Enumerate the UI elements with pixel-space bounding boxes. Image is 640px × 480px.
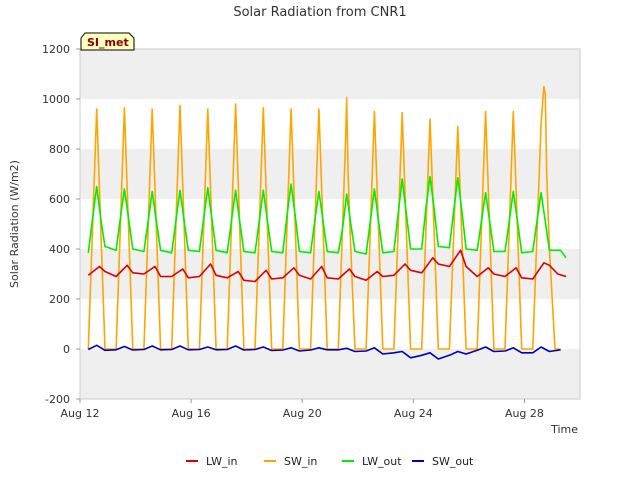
x-tick-label: Aug 24 bbox=[394, 407, 433, 420]
y-tick-label: 1200 bbox=[42, 43, 70, 56]
series-line-sw-out bbox=[87, 344, 561, 360]
badge-box bbox=[80, 32, 135, 51]
y-tick-label: -200 bbox=[45, 393, 70, 406]
y-axis-title: Solar Radiation (W/m2) bbox=[8, 160, 21, 288]
chart-title: Solar Radiation from CNR1 bbox=[233, 5, 406, 20]
y-axis: -200 0 200 400 600 800 1000 1200 bbox=[42, 43, 80, 406]
series-line-lw-in bbox=[87, 249, 567, 283]
x-axis-title: Time bbox=[550, 423, 578, 436]
y-tick-label: 1000 bbox=[42, 93, 70, 106]
badge-label: SI_met bbox=[87, 36, 129, 49]
plot-frame bbox=[79, 48, 581, 400]
grid-band bbox=[80, 249, 580, 299]
grid-band bbox=[80, 349, 580, 399]
badge: SI_met bbox=[80, 32, 135, 51]
y-tick-label: 800 bbox=[49, 143, 70, 156]
legend-label: LW_out bbox=[362, 455, 402, 468]
legend-label: SW_in bbox=[284, 455, 317, 468]
legend: LW_in SW_in LW_out SW_out bbox=[186, 455, 474, 468]
series-line-lw-out bbox=[87, 175, 567, 259]
x-tick-label: Aug 28 bbox=[505, 407, 544, 420]
grid-band bbox=[80, 49, 580, 99]
y-tick-label: 0 bbox=[63, 343, 70, 356]
grid-bands bbox=[80, 49, 580, 399]
x-tick-label: Aug 20 bbox=[283, 407, 322, 420]
x-tick-label: Aug 12 bbox=[61, 407, 100, 420]
y-tick-label: 600 bbox=[49, 193, 70, 206]
series-layer bbox=[87, 85, 567, 360]
x-tick-label: Aug 16 bbox=[172, 407, 211, 420]
x-axis: Aug 12 Aug 16 Aug 20 Aug 24 Aug 28 bbox=[61, 399, 544, 420]
y-tick-label: 200 bbox=[49, 293, 70, 306]
y-tick-label: 400 bbox=[49, 243, 70, 256]
grid-band bbox=[80, 149, 580, 199]
legend-label: SW_out bbox=[432, 455, 474, 468]
legend-label: LW_in bbox=[206, 455, 238, 468]
